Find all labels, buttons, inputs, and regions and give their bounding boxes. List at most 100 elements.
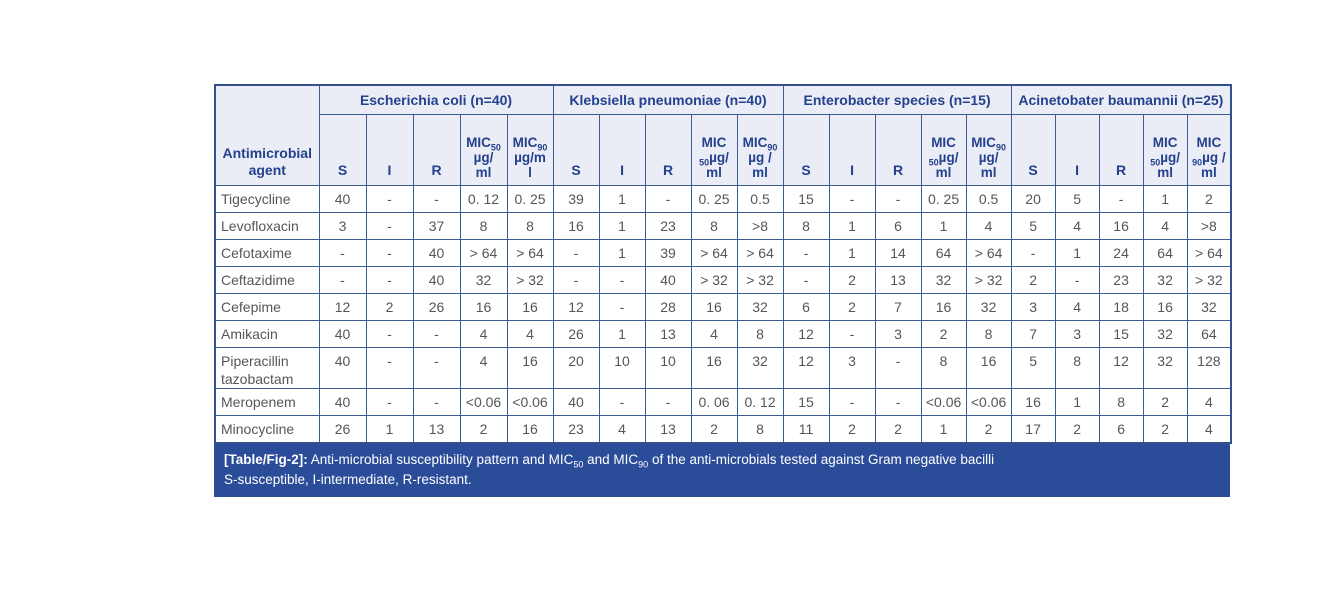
value-cell: 7 [1010, 320, 1056, 348]
value-cell: 24 [1098, 239, 1144, 267]
value-cell: 16 [506, 293, 554, 321]
value-cell: 8 [920, 347, 967, 389]
value-cell: - [552, 239, 600, 267]
agent-cell: Cefepime [214, 293, 320, 321]
value-cell: 4 [506, 320, 554, 348]
value-cell: 32 [736, 293, 784, 321]
value-cell: 13 [412, 415, 461, 444]
subheader-cell: I [1054, 114, 1100, 186]
value-cell: 4 [1186, 388, 1232, 416]
value-cell: - [365, 347, 414, 389]
value-cell: 1 [598, 185, 646, 213]
value-cell: 4 [1054, 293, 1100, 321]
value-cell: - [1098, 185, 1144, 213]
value-cell: > 64 [459, 239, 508, 267]
value-cell: 15 [782, 185, 830, 213]
table-row: Minocycline 26 1 13 2 16 23 4 13 2 8 11 2 2 1 2 17 2 6 2 4 [214, 415, 1232, 444]
value-cell: > 32 [736, 266, 784, 294]
value-cell: 1 [365, 415, 414, 444]
value-cell: > 32 [1186, 266, 1232, 294]
value-cell: 0. 06 [690, 388, 738, 416]
agent-cell: Meropenem [214, 388, 320, 416]
value-cell: 12 [782, 320, 830, 348]
value-cell: - [874, 347, 922, 389]
subheader-cell: S [782, 114, 830, 186]
value-cell: 8 [736, 320, 784, 348]
caption-line-2: S-susceptible, I-intermediate, R-resista… [224, 472, 472, 487]
value-cell: 10 [644, 347, 692, 389]
value-cell: 15 [1098, 320, 1144, 348]
value-cell: > 32 [506, 266, 554, 294]
value-cell: 8 [1098, 388, 1144, 416]
subheader-cell: R [644, 114, 692, 186]
value-cell: - [782, 266, 830, 294]
value-cell: 16 [506, 347, 554, 389]
value-cell: - [874, 185, 922, 213]
value-cell: - [782, 239, 830, 267]
value-cell: 16 [690, 293, 738, 321]
value-cell: > 32 [690, 266, 738, 294]
table-head: Antimicrobial agent Escherichia coli (n=40… [214, 84, 1232, 186]
value-cell: 2 [1142, 415, 1188, 444]
value-cell: - [874, 388, 922, 416]
value-cell: 23 [1098, 266, 1144, 294]
value-cell: - [365, 239, 414, 267]
value-cell: 3 [1010, 293, 1056, 321]
value-cell: 2 [828, 293, 876, 321]
table-row: Amikacin 40- -4 4 26 1 13 4 8 12-3 2 8 7 3 15 32 64 [214, 320, 1232, 348]
value-cell: 2 [874, 415, 922, 444]
subheader-cell: S [552, 114, 600, 186]
value-cell: 18 [1098, 293, 1144, 321]
value-cell: 16 [506, 415, 554, 444]
value-cell: - [365, 185, 414, 213]
value-cell: 23 [552, 415, 600, 444]
value-cell: 1 [1054, 388, 1100, 416]
value-cell: - [644, 185, 692, 213]
table-body: Tigecycline 40- -0. 12 0. 25 39 1-0. 25 0.5 15-… [214, 185, 1232, 444]
value-cell: 1 [598, 212, 646, 240]
value-cell: 12 [318, 293, 367, 321]
subheader-cell: R [412, 114, 461, 186]
value-cell: - [412, 185, 461, 213]
value-cell: 3 [1054, 320, 1100, 348]
value-cell: 16 [1142, 293, 1188, 321]
value-cell: 2 [828, 266, 876, 294]
value-cell: 39 [552, 185, 600, 213]
table-row: Meropenem 40- - <0.06 <0.06 40- -0. 06 0. 12 15-… [214, 388, 1232, 416]
value-cell: 0. 12 [736, 388, 784, 416]
value-cell: 128 [1186, 347, 1232, 389]
value-cell: - [598, 266, 646, 294]
value-cell: 16 [920, 293, 967, 321]
subheader-cell: I [598, 114, 646, 186]
value-cell: > 64 [736, 239, 784, 267]
subheader-cell: I [828, 114, 876, 186]
subheader-cell: R [1098, 114, 1144, 186]
value-cell: 11 [782, 415, 830, 444]
value-cell: 15 [782, 388, 830, 416]
caption-line-1: [Table/Fig-2]: Anti-microbial susceptibi… [224, 450, 1220, 470]
agent-cell: Minocycline [214, 415, 320, 444]
subheader-cell: S [318, 114, 367, 186]
value-cell: - [412, 388, 461, 416]
caption-text: Anti-microbial susceptibility pattern an… [307, 452, 995, 470]
subheader-cell: R [874, 114, 922, 186]
value-cell: 8 [506, 212, 554, 240]
value-cell: 26 [552, 320, 600, 348]
value-cell: - [365, 212, 414, 240]
value-cell: 8 [459, 212, 508, 240]
value-cell: 13 [874, 266, 922, 294]
value-cell: 5 [1010, 212, 1056, 240]
value-cell: 28 [644, 293, 692, 321]
value-cell: 13 [644, 415, 692, 444]
value-cell: 4 [459, 320, 508, 348]
value-cell: 6 [782, 293, 830, 321]
agent-cell: Amikacin [214, 320, 320, 348]
value-cell: 2 [459, 415, 508, 444]
value-cell: 64 [1142, 239, 1188, 267]
value-cell: 4 [690, 320, 738, 348]
value-cell: 12 [782, 347, 830, 389]
